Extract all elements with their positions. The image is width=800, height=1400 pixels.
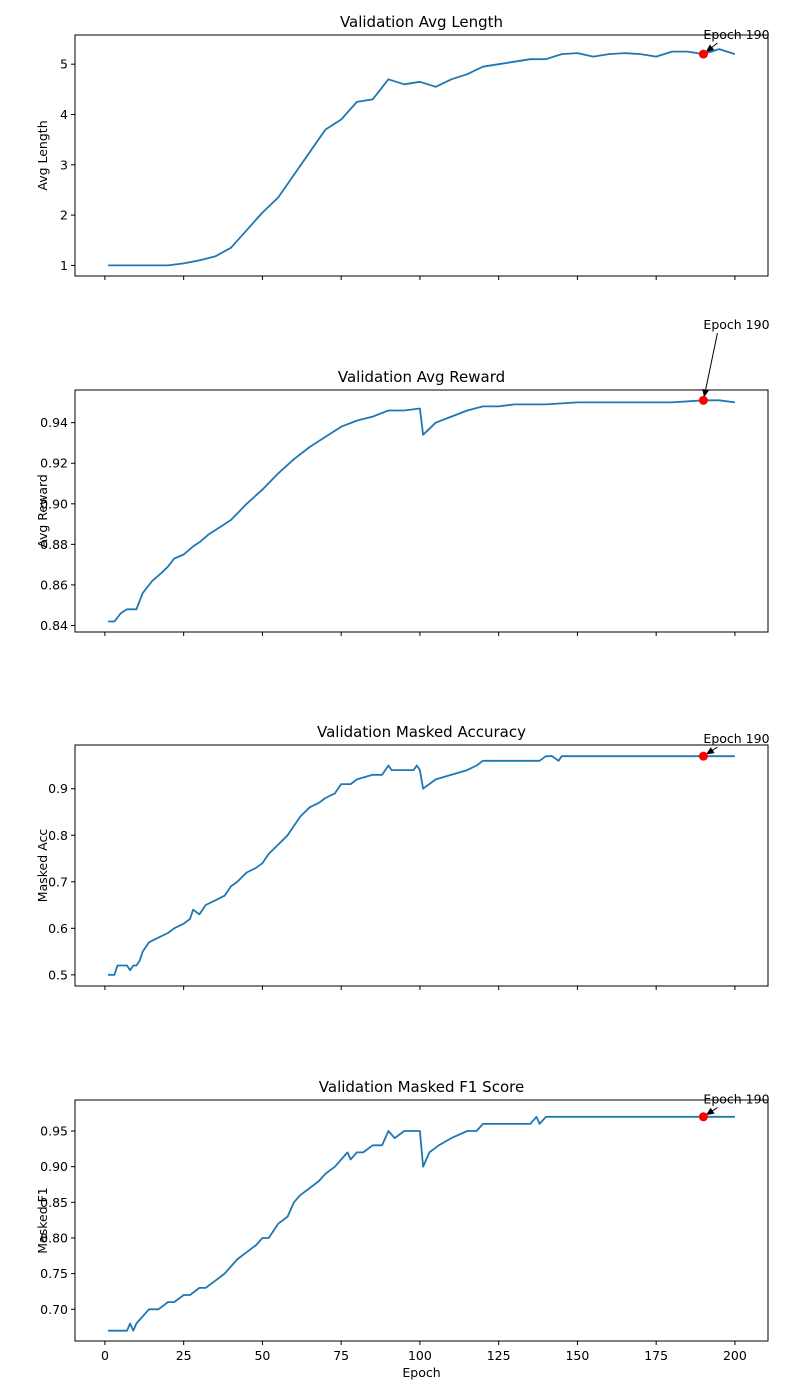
- highlight-point: [698, 395, 708, 405]
- chart-title: Validation Avg Length: [340, 13, 503, 31]
- annotation-arrow-head: [705, 1107, 715, 1116]
- y-tick-label: 0.86: [40, 577, 68, 592]
- annotation-label: Epoch 190: [703, 317, 769, 332]
- series-line: [108, 1115, 735, 1332]
- y-tick-label: 2: [60, 208, 68, 223]
- x-tick-label: 200: [723, 1348, 747, 1363]
- y-tick-label: 0.70: [40, 1302, 68, 1317]
- y-axis-label: Masked F1: [35, 1187, 50, 1254]
- chart-panel-2: Validation Avg Reward 0.84 0.86 0.88 0.90 0.9…: [35, 317, 770, 636]
- y-tick-label: 4: [60, 107, 68, 122]
- y-tick-label: 0.85: [40, 1195, 68, 1210]
- y-tick-label: 0.90: [40, 496, 68, 511]
- x-tick-label: 125: [487, 1348, 511, 1363]
- y-tick-label: 0.90: [40, 1159, 68, 1174]
- series-line: [108, 399, 736, 623]
- plot-frame: [74, 34, 769, 277]
- plot-frame: [74, 389, 769, 633]
- y-tick-label: 0.8: [48, 828, 68, 843]
- y-axis-label: Avg Reward: [35, 474, 50, 548]
- x-tick-label: 25: [176, 1348, 192, 1363]
- x-tick-label: 150: [565, 1348, 589, 1363]
- annotation-arrow-head: [705, 44, 715, 53]
- x-axis-label: Epoch: [402, 1365, 440, 1380]
- chart-panel-4: Validation Masked F1 Score 0.70 0.75 0.80 0.…: [35, 1078, 770, 1380]
- chart-panel-1: Validation Avg Length 1 2 3 4 5 Avg Length Epoc…: [35, 13, 770, 280]
- y-tick-label: 0.92: [40, 456, 68, 471]
- y-tick-label: 0.88: [40, 537, 68, 552]
- x-tick-label: 50: [254, 1348, 270, 1363]
- annotation-label: Epoch 190: [703, 1092, 769, 1107]
- y-tick-label: 0.9: [48, 781, 68, 796]
- annotation-arrow-head: [702, 388, 710, 398]
- chart-title: Validation Masked Accuracy: [317, 723, 526, 741]
- chart-title: Validation Avg Reward: [338, 368, 505, 386]
- y-axis-label: Masked Acc: [35, 829, 50, 903]
- y-tick-label: 0.84: [40, 618, 68, 633]
- highlight-point: [698, 49, 708, 59]
- chart-title: Validation Masked F1 Score: [319, 1078, 524, 1096]
- y-tick-label: 0.94: [40, 415, 68, 430]
- x-tick-label: 100: [408, 1348, 432, 1363]
- annotation-arrow-head: [705, 747, 715, 755]
- annotation-label: Epoch 190: [703, 27, 769, 42]
- y-tick-label: 0.5: [48, 967, 68, 982]
- series-line: [108, 755, 735, 976]
- y-tick-label: 0.80: [40, 1230, 68, 1245]
- x-tick-label: 175: [644, 1348, 668, 1363]
- highlight-point: [698, 751, 708, 761]
- y-tick-label: 1: [60, 258, 68, 273]
- y-tick-label: 3: [60, 157, 68, 172]
- annotation-arrow-line: [703, 333, 718, 398]
- series-line: [108, 48, 736, 267]
- annotation-label: Epoch 190: [703, 731, 769, 746]
- y-tick-label: 0.7: [48, 874, 68, 889]
- y-tick-label: 0.6: [48, 921, 68, 936]
- highlight-point: [698, 1112, 708, 1122]
- y-tick-label: 0.75: [40, 1266, 68, 1281]
- plot-frame: [74, 1099, 769, 1342]
- y-axis-label: Avg Length: [35, 120, 50, 190]
- x-tick-label: 0: [101, 1348, 109, 1363]
- x-tick-label: 75: [333, 1348, 349, 1363]
- y-tick-label: 0.95: [40, 1124, 68, 1139]
- plot-frame: [74, 744, 769, 987]
- y-tick-label: 5: [60, 57, 68, 72]
- chart-panel-3: Validation Masked Accuracy 0.5 0.6 0.7 0.8 0.…: [35, 723, 770, 990]
